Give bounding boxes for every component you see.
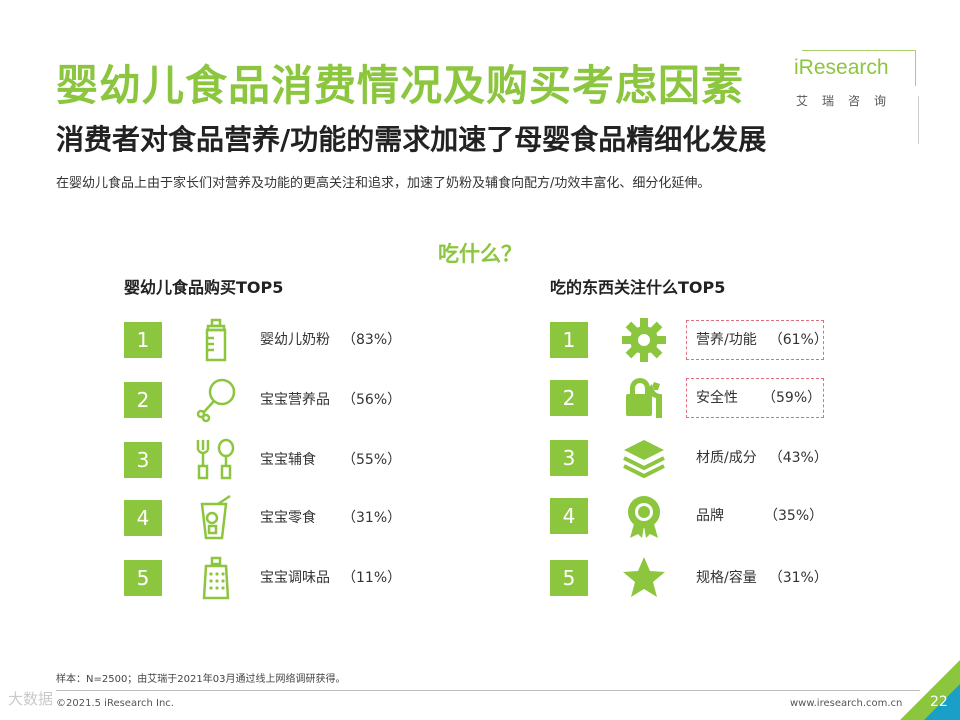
iresearch-logo: iResearch 艾瑞咨询	[794, 50, 916, 110]
chicken-leg-icon	[196, 378, 236, 423]
rank-badge: 4	[550, 498, 588, 534]
item-text: 安全性 （59%）	[696, 380, 821, 416]
item-text: 宝宝零食 （31%）	[260, 500, 401, 536]
item-label: 宝宝辅食	[260, 452, 316, 468]
item-percent: （31%）	[342, 510, 402, 526]
item-label: 婴幼儿奶粉	[260, 332, 330, 348]
logo-frame	[802, 50, 916, 86]
item-label: 宝宝营养品	[260, 392, 330, 408]
page-title: 婴幼儿食品消费情况及购买考虑因素	[56, 61, 745, 110]
rank-badge: 3	[124, 442, 162, 478]
rank-badge: 2	[550, 380, 588, 416]
list-item: 1 婴幼儿奶粉 （83%）	[124, 318, 424, 362]
footer-divider	[56, 690, 920, 691]
award-badge-icon	[628, 496, 660, 538]
right-column-title: 吃的东西关注什么TOP5	[550, 278, 726, 297]
left-column-title: 婴幼儿食品购买TOP5	[124, 278, 284, 297]
item-percent: （56%）	[342, 392, 402, 408]
lock-wrench-icon	[626, 378, 662, 418]
list-item: 4 品牌 （35%）	[550, 496, 850, 538]
item-label: 宝宝零食	[260, 510, 316, 526]
watermark: 大数据	[8, 690, 54, 708]
rank-badge: 4	[124, 500, 162, 536]
item-percent: （35%）	[764, 508, 824, 524]
item-text: 宝宝调味品 （11%）	[260, 560, 401, 596]
list-item: 2 安全性 （59%）	[550, 378, 850, 418]
list-item: 5 宝宝调味品 （11%）	[124, 556, 424, 600]
sample-note: 样本：N=2500；由艾瑞于2021年03月通过线上网络调研获得。	[56, 674, 346, 685]
highlight-box	[686, 320, 824, 360]
list-item: 3 宝宝辅食 （55%）	[124, 438, 424, 480]
list-item: 1 营养/功能 （61%）	[550, 318, 850, 362]
rank-badge: 2	[124, 382, 162, 418]
item-percent: （59%）	[762, 390, 822, 406]
item-percent: （83%）	[342, 332, 402, 348]
section-question: 吃什么？	[438, 242, 522, 266]
page-number: 22	[930, 694, 948, 710]
star-icon	[623, 557, 665, 597]
item-percent: （43%）	[768, 450, 828, 466]
item-percent: （55%）	[342, 452, 402, 468]
item-text: 品牌 （35%）	[696, 498, 823, 534]
list-item: 2 宝宝营养品 （56%）	[124, 378, 424, 423]
rank-badge: 1	[124, 322, 162, 358]
rank-badge: 3	[550, 440, 588, 476]
rank-badge: 5	[550, 560, 588, 596]
item-text: 婴幼儿奶粉 （83%）	[260, 322, 401, 358]
rank-badge: 5	[124, 560, 162, 596]
website: www.iresearch.com.cn	[790, 698, 903, 709]
list-item: 5 规格/容量 （31%）	[550, 557, 850, 597]
item-text: 宝宝辅食 （55%）	[260, 442, 401, 478]
spice-shaker-icon	[202, 556, 230, 600]
item-text: 宝宝营养品 （56%）	[260, 382, 401, 418]
item-percent: （61%）	[768, 332, 828, 348]
item-label: 营养/功能	[696, 332, 757, 348]
item-label: 规格/容量	[696, 570, 757, 586]
item-label: 安全性	[696, 390, 738, 406]
page-subtitle: 消费者对食品营养/功能的需求加速了母婴食品精细化发展	[56, 123, 767, 156]
fork-spoon-icon	[196, 438, 235, 480]
item-percent: （11%）	[342, 570, 402, 586]
list-item: 3 材质/成分 （43%）	[550, 440, 850, 479]
corner-decoration	[900, 660, 960, 720]
item-percent: （31%）	[768, 570, 828, 586]
highlight-box	[686, 378, 824, 418]
item-text: 规格/容量 （31%）	[696, 560, 828, 596]
gear-icon	[622, 318, 666, 362]
list-item: 4 宝宝零食 （31%）	[124, 494, 424, 540]
logo-text: iResearch	[794, 56, 889, 79]
logo-cn: 艾瑞咨询	[796, 94, 901, 108]
copyright: ©2021.5 iResearch Inc.	[56, 698, 174, 709]
rank-badge: 1	[550, 322, 588, 358]
layers-icon	[623, 440, 665, 479]
page-description: 在婴幼儿食品上由于家长们对营养及功能的更高关注和追求，加速了奶粉及辅食向配方/功…	[56, 176, 711, 191]
item-label: 宝宝调味品	[260, 570, 330, 586]
item-label: 材质/成分	[696, 450, 757, 466]
item-text: 材质/成分 （43%）	[696, 440, 828, 476]
item-label: 品牌	[696, 508, 724, 524]
item-text: 营养/功能 （61%）	[696, 322, 828, 358]
baby-bottle-icon	[205, 318, 227, 362]
divider	[918, 96, 919, 144]
drink-glass-icon	[200, 494, 231, 540]
